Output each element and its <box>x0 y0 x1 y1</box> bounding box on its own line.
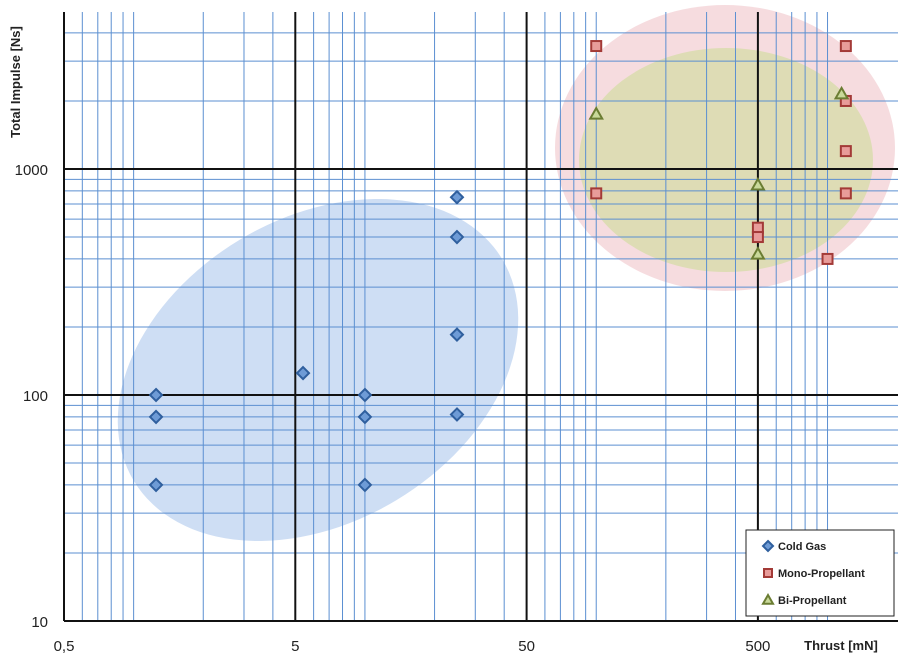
x-tick-label: 500 <box>745 638 770 655</box>
point-cold-gas <box>357 477 373 493</box>
point-bi-propellant <box>750 176 766 191</box>
region-bi-propellant <box>579 48 873 272</box>
legend-marker-mono-propellant <box>763 568 773 578</box>
y-tick-label: 100 <box>23 388 48 405</box>
point-bi-propellant <box>588 106 604 120</box>
point-mono-propellant <box>590 187 603 200</box>
tick-labels: 0,5 5 50 500 10 100 1000 <box>15 162 771 655</box>
y-axis-title: Total Impulse [Ns] <box>8 26 23 138</box>
point-mono-propellant <box>821 252 834 265</box>
major-gridlines <box>64 12 898 621</box>
point-bi-propellant <box>750 246 766 260</box>
x-axis-title: Thrust [mN] <box>804 638 878 653</box>
legend-marker-cold-gas <box>761 539 775 553</box>
point-cold-gas <box>449 327 465 343</box>
y-tick-label: 10 <box>31 614 48 631</box>
point-cold-gas <box>148 409 164 425</box>
point-mono-propellant <box>590 40 603 53</box>
legend-label-mono-propellant: Mono-Propellant <box>778 568 865 580</box>
point-mono-propellant <box>751 231 764 244</box>
x-tick-label: 5 <box>291 638 299 655</box>
point-mono-propellant <box>839 145 852 158</box>
point-cold-gas <box>449 229 465 245</box>
point-cold-gas <box>449 407 465 422</box>
legend-marker-bi-propellant <box>761 592 775 605</box>
data-points <box>148 40 852 493</box>
point-mono-propellant <box>839 187 852 200</box>
legend: Cold Gas Mono-Propellant Bi-Propellant <box>745 529 895 617</box>
legend-label-bi-propellant: Bi-Propellant <box>778 595 847 607</box>
point-cold-gas <box>295 365 311 381</box>
legend-label-cold-gas: Cold Gas <box>778 541 826 553</box>
axes <box>63 12 898 622</box>
point-cold-gas <box>148 387 164 403</box>
x-tick-label: 0,5 <box>54 638 75 655</box>
y-tick-label: 1000 <box>15 162 48 179</box>
point-cold-gas <box>449 189 465 205</box>
point-cold-gas <box>357 387 373 403</box>
region-cold-gas <box>117 199 519 541</box>
point-bi-propellant <box>833 85 850 100</box>
x-tick-label: 50 <box>518 638 535 655</box>
point-cold-gas <box>148 477 164 493</box>
point-cold-gas <box>357 409 373 425</box>
point-mono-propellant <box>839 40 852 53</box>
